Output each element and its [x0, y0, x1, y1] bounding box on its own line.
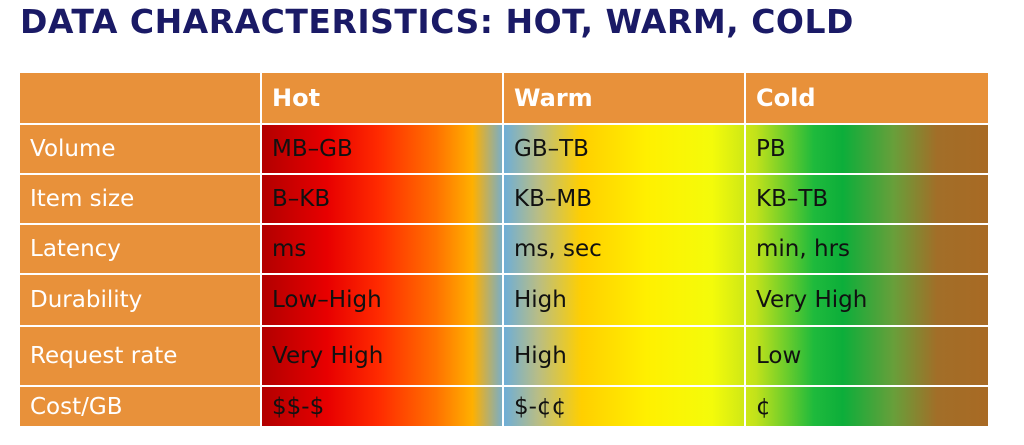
row-label-item-size: Item size [20, 175, 262, 225]
cell-cost-per-gb-cold: ¢ [756, 393, 771, 420]
column-header-hot: Hot [262, 73, 504, 125]
cell-durability-hot: Low–High [262, 275, 504, 327]
cell-latency-warm: ms, sec [504, 225, 746, 275]
cell-latency-cold: min, hrs [746, 225, 988, 275]
cell-request-rate-warm: High [504, 327, 746, 387]
header-corner-cell [20, 73, 262, 125]
cell-volume-cold: PB [746, 125, 988, 175]
cell-request-rate-hot: Very High [262, 327, 504, 387]
cell-item-size-cold: KB–TB [746, 175, 988, 225]
cell-item-size-warm: KB–MB [504, 175, 746, 225]
row-label-latency: Latency [20, 225, 262, 275]
cell-volume-hot: MB–GB [262, 125, 504, 175]
cell-request-rate-cold: Low [746, 327, 988, 387]
slide-title: DATA CHARACTERISTICS: HOT, WARM, COLD [20, 2, 854, 41]
cell-cost-per-gb-warm: $-¢¢ [504, 387, 746, 426]
cell-cost-per-gb-hot: $$-$ [262, 387, 504, 426]
cell-item-size-hot: B–KB [262, 175, 504, 225]
row-label-cost-per-gb: Cost/GB [20, 387, 262, 426]
characteristics-table: Hot Warm Cold Volume MB–GB GB–TB PB Item… [20, 73, 988, 426]
cell-latency-hot: ms [262, 225, 504, 275]
row-label-request-rate: Request rate [20, 327, 262, 387]
column-header-warm: Warm [504, 73, 746, 125]
column-header-cold: Cold [746, 73, 988, 125]
row-label-volume: Volume [20, 125, 262, 175]
table-grid: Hot Warm Cold Volume MB–GB GB–TB PB Item… [20, 73, 988, 426]
row-label-durability: Durability [20, 275, 262, 327]
temperature-gradient [262, 125, 988, 426]
cell-volume-warm: GB–TB [504, 125, 746, 175]
cell-durability-warm: High [504, 275, 746, 327]
cell-durability-cold: Very High [746, 275, 988, 327]
